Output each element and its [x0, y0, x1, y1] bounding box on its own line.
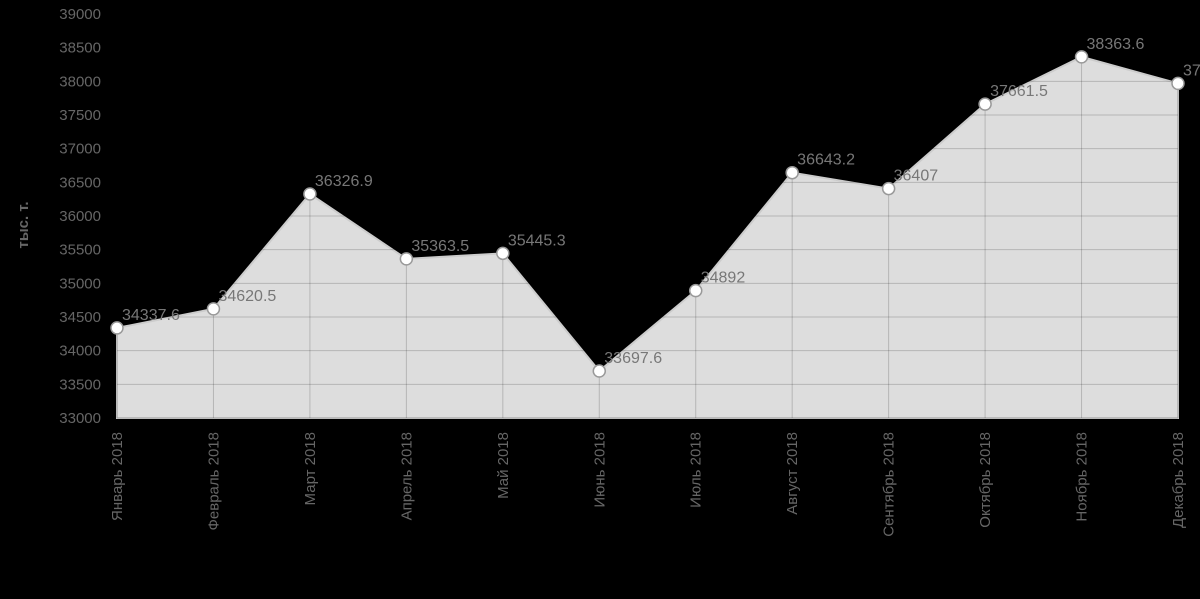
x-tick-label: Август 2018 — [784, 432, 801, 515]
point — [399, 252, 414, 266]
value-label: 36643.2 — [797, 152, 855, 169]
point — [1074, 50, 1089, 64]
x-tick-label: Январь 2018 — [109, 432, 126, 521]
value-label: 34337.6 — [122, 307, 180, 324]
y-tick-label: 37000 — [59, 141, 101, 158]
point — [496, 246, 510, 261]
y-tick-label: 36500 — [59, 174, 101, 191]
x-tick-label: Май 2018 — [495, 432, 512, 499]
x-tick-label: Февраль 2018 — [205, 432, 222, 531]
y-tick-label: 38500 — [59, 40, 101, 57]
x-tick-label: Декабрь 2018 — [1170, 432, 1187, 528]
x-tick-label: Октябрь 2018 — [977, 432, 994, 528]
point — [206, 302, 221, 316]
value-label: 34892 — [701, 270, 746, 287]
y-tick-label: 35500 — [59, 242, 101, 259]
y-tick-label: 33500 — [59, 376, 101, 393]
x-tick-label: Июнь 2018 — [591, 432, 608, 508]
y-tick-label: 33000 — [59, 410, 101, 427]
y-tick-label: 38000 — [59, 73, 101, 90]
y-axis-label: тыс. т. — [15, 201, 32, 248]
point — [303, 187, 317, 201]
value-label: 35445.3 — [508, 232, 566, 249]
point — [592, 364, 607, 378]
point — [785, 165, 799, 180]
value-label: 33697.6 — [604, 350, 662, 367]
y-tick-label: 34000 — [59, 343, 101, 360]
y-tick-label: 35000 — [59, 275, 101, 292]
point — [688, 283, 703, 298]
value-label: 36407 — [894, 168, 939, 185]
x-tick-label: Март 2018 — [302, 432, 319, 505]
point — [978, 97, 992, 111]
y-tick-label: 34500 — [59, 309, 101, 326]
value-label: 37661.5 — [990, 83, 1048, 100]
point — [110, 321, 124, 335]
y-tick-label: 37500 — [59, 107, 101, 124]
x-tick-label: Апрель 2018 — [398, 432, 415, 520]
point — [881, 181, 896, 196]
value-label: 36326.9 — [315, 173, 373, 190]
x-tick-label: Ноябрь 2018 — [1074, 432, 1091, 522]
value-label: 37970 — [1183, 62, 1200, 79]
value-label: 34620.5 — [218, 288, 276, 305]
y-tick-label: 36000 — [59, 208, 101, 225]
value-label: 35363.5 — [411, 238, 469, 255]
x-tick-label: Июль 2018 — [688, 432, 705, 508]
y-tick-label: 39000 — [59, 6, 101, 23]
x-tick-label: Сентябрь 2018 — [881, 432, 898, 537]
value-label: 38363.6 — [1087, 36, 1145, 53]
point — [1171, 76, 1185, 91]
